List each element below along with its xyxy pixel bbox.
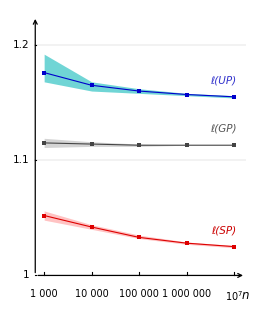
Point	[232, 94, 237, 99]
Point	[89, 224, 94, 229]
Text: ℓ(UP): ℓ(UP)	[210, 75, 236, 85]
Point	[232, 143, 237, 148]
Text: ℓ(SP): ℓ(SP)	[211, 225, 236, 235]
Point	[185, 143, 189, 148]
Point	[137, 143, 141, 148]
Text: 100 000: 100 000	[119, 289, 159, 299]
Text: 1 000: 1 000	[30, 289, 58, 299]
Point	[185, 92, 189, 97]
Text: 10 000: 10 000	[75, 289, 109, 299]
Point	[89, 141, 94, 146]
Point	[42, 70, 46, 75]
Text: 1: 1	[23, 270, 30, 280]
Point	[185, 241, 189, 246]
Text: $10^7$: $10^7$	[225, 289, 243, 303]
Point	[42, 141, 46, 146]
Text: $n$: $n$	[241, 289, 250, 302]
Text: 1.1: 1.1	[13, 155, 30, 165]
Point	[89, 83, 94, 88]
Text: 1.2: 1.2	[13, 40, 30, 50]
Point	[137, 235, 141, 240]
Point	[232, 244, 237, 249]
Point	[42, 213, 46, 218]
Text: ℓ(GP): ℓ(GP)	[210, 124, 236, 134]
Point	[137, 89, 141, 94]
Text: 1 000 000: 1 000 000	[162, 289, 211, 299]
